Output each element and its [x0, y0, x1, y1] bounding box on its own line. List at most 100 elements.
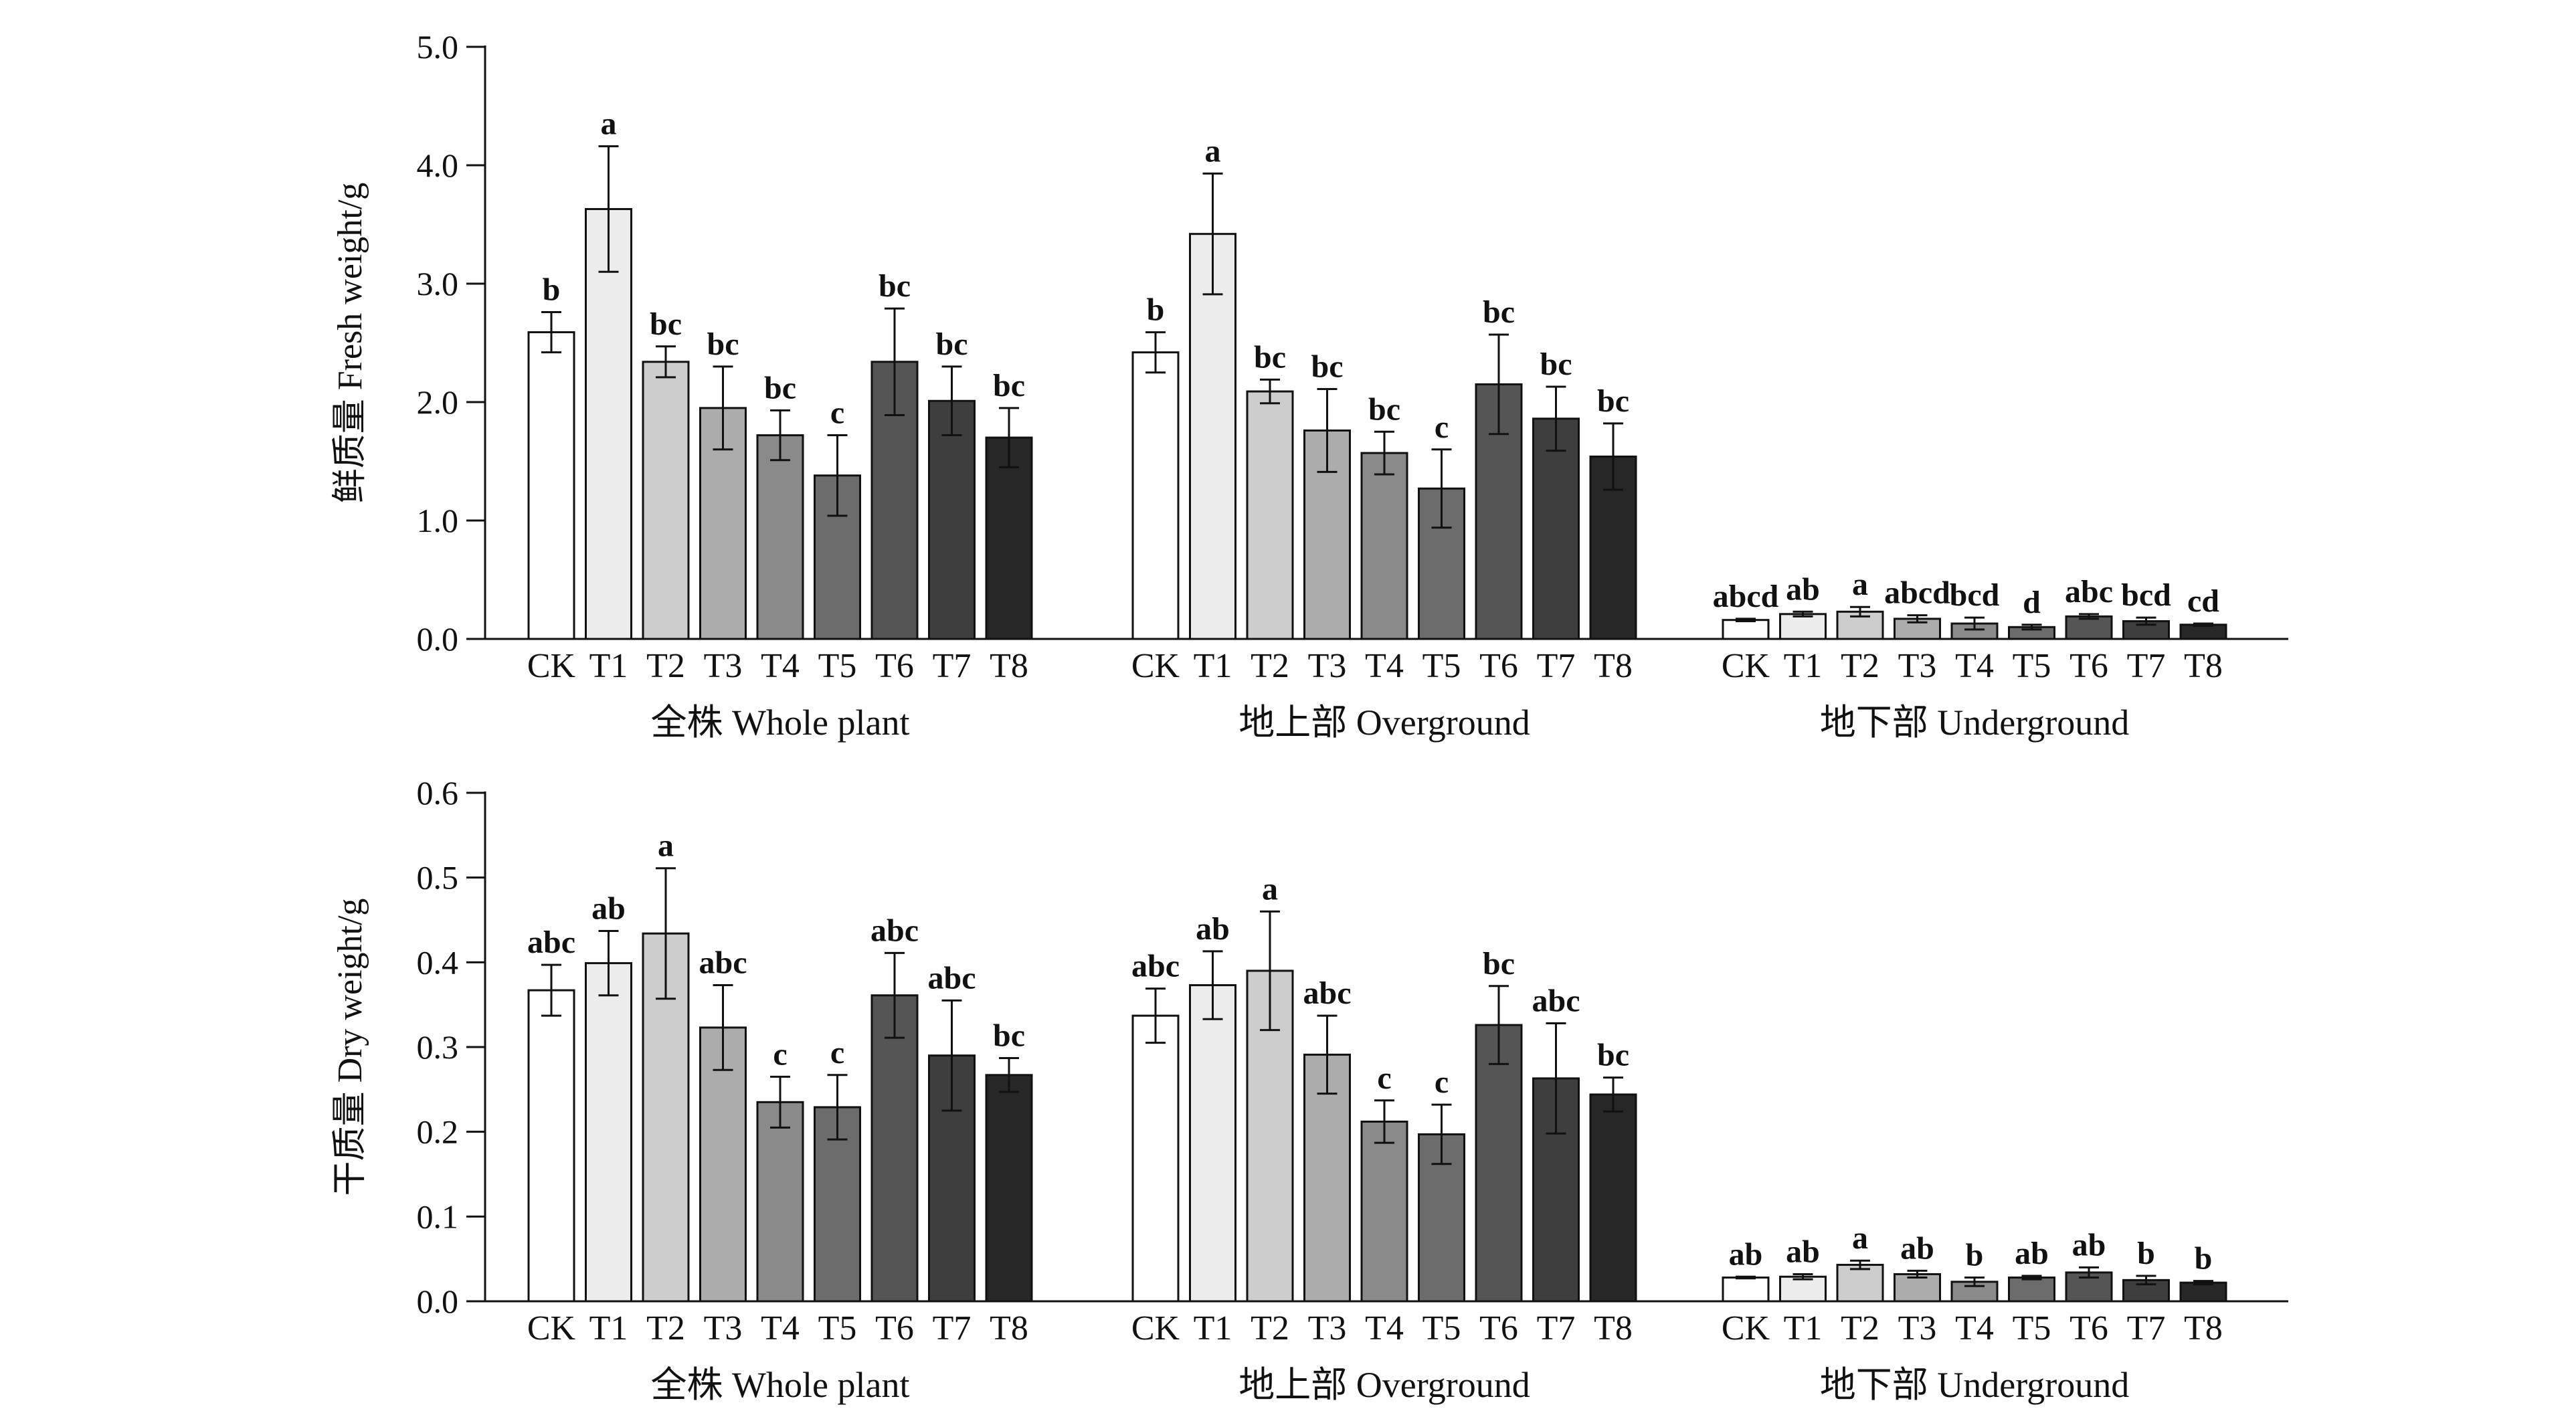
- category-tick-label: T5: [1422, 1309, 1461, 1347]
- category-tick-label: T4: [1365, 647, 1404, 685]
- y-tick-label: 0.1: [417, 1198, 459, 1235]
- category-tick-label: T1: [1784, 647, 1823, 685]
- significance-label: b: [2137, 1236, 2155, 1271]
- category-tick-label: T5: [818, 647, 857, 685]
- category-tick-label: T4: [1955, 1309, 1994, 1347]
- category-tick-label: T2: [646, 1309, 685, 1347]
- significance-label: abc: [870, 913, 919, 948]
- significance-label: ab: [2015, 1236, 2049, 1271]
- significance-label: bcd: [2121, 577, 2171, 613]
- category-tick-label: T6: [1479, 647, 1518, 685]
- significance-label: bc: [1311, 349, 1344, 385]
- y-tick-label: 5.0: [417, 28, 459, 66]
- significance-label: abc: [1532, 983, 1580, 1019]
- significance-label: c: [1435, 1064, 1449, 1100]
- bar: [2179, 1281, 2227, 1303]
- significance-label: ab: [591, 890, 626, 926]
- category-tick-label: CK: [1722, 647, 1770, 685]
- significance-label: abc: [1303, 975, 1352, 1011]
- significance-label: a: [1262, 871, 1278, 907]
- bar: [928, 399, 976, 640]
- category-tick-label: T3: [704, 1309, 743, 1347]
- y-tick-label: 0.0: [417, 1283, 459, 1320]
- category-tick-label: T2: [1841, 647, 1879, 685]
- category-tick-label: T6: [875, 1309, 914, 1347]
- category-tick-label: T1: [589, 1309, 628, 1347]
- category-tick-label: T3: [1898, 647, 1937, 685]
- category-tick-label: T3: [704, 647, 743, 685]
- y-tick-label: 1.0: [417, 502, 459, 539]
- y-tick-label: 2.0: [417, 383, 459, 421]
- y-tick-label: 4.0: [417, 147, 459, 184]
- bar: [1475, 1024, 1523, 1303]
- category-tick-label: T5: [1422, 647, 1461, 685]
- significance-label: bcd: [1950, 577, 2000, 613]
- category-tick-label: T5: [818, 1309, 857, 1347]
- bar: [642, 361, 690, 640]
- category-tick-label: T7: [933, 647, 972, 685]
- significance-label: bc: [1597, 1038, 1629, 1073]
- category-tick-label: T5: [2013, 1309, 2051, 1347]
- category-tick-label: T3: [1898, 1309, 1937, 1347]
- y-tick-label: 3.0: [417, 265, 459, 302]
- category-tick-label: T1: [1784, 1309, 1823, 1347]
- bar: [1246, 390, 1294, 640]
- significance-label: d: [2023, 585, 2041, 620]
- category-tick-label: T7: [1537, 647, 1576, 685]
- bar: [756, 1101, 804, 1303]
- category-tick-label: T6: [875, 647, 914, 685]
- significance-label: a: [1205, 133, 1221, 169]
- bar: [1131, 351, 1180, 640]
- significance-label: a: [1852, 1220, 1868, 1256]
- category-tick-label: CK: [1722, 1309, 1770, 1347]
- bar: [1836, 1264, 1884, 1303]
- significance-label: abcd: [1884, 575, 1950, 611]
- y-tick-label: 0.5: [417, 859, 459, 897]
- significance-label: cd: [2187, 583, 2219, 619]
- significance-label: c: [1377, 1060, 1391, 1096]
- significance-label: bc: [650, 306, 682, 342]
- significance-label: bc: [993, 1018, 1025, 1053]
- significance-label: bc: [1540, 347, 1572, 382]
- bar: [1360, 452, 1408, 640]
- category-tick-label: T8: [990, 1309, 1028, 1347]
- significance-label: ab: [1900, 1230, 1934, 1266]
- significance-label: b: [543, 272, 561, 307]
- category-tick-label: T1: [1194, 647, 1232, 685]
- category-tick-label: T7: [2127, 647, 2166, 685]
- bar: [1722, 1277, 1770, 1303]
- category-tick-label: T1: [1194, 1309, 1232, 1347]
- significance-label: a: [658, 828, 674, 864]
- group-label: 全株 Whole plant: [651, 702, 910, 743]
- bar: [1722, 619, 1770, 640]
- category-tick-label: T6: [2069, 647, 2108, 685]
- significance-label: bc: [1483, 294, 1515, 330]
- category-tick-label: T2: [1841, 1309, 1879, 1347]
- significance-label: abc: [699, 945, 747, 981]
- bar: [585, 962, 632, 1303]
- significance-label: bc: [1254, 339, 1286, 375]
- bar: [985, 436, 1033, 640]
- y-axis-label: 鲜质量 Fresh weight/g: [331, 183, 369, 504]
- category-tick-label: CK: [527, 647, 576, 685]
- y-tick-label: 0.2: [417, 1113, 459, 1151]
- y-axis-label: 干质量 Dry weight/g: [331, 899, 369, 1196]
- significance-label: c: [830, 395, 844, 431]
- y-tick-label: 0.0: [417, 620, 459, 658]
- significance-label: ab: [1786, 1234, 1820, 1269]
- significance-label: b: [1147, 292, 1165, 328]
- group-label: 全株 Whole plant: [651, 1365, 910, 1405]
- category-tick-label: T8: [2184, 647, 2223, 685]
- significance-label: abc: [928, 960, 976, 996]
- y-tick-label: 0.3: [417, 1028, 459, 1066]
- significance-label: b: [2195, 1241, 2213, 1277]
- category-tick-label: T7: [2127, 1309, 2166, 1347]
- category-tick-label: T8: [1594, 647, 1633, 685]
- category-tick-label: T2: [1251, 1309, 1289, 1347]
- bar: [1131, 1014, 1180, 1303]
- bar: [1779, 613, 1827, 640]
- category-tick-label: T3: [1308, 1309, 1347, 1347]
- significance-label: ab: [1786, 571, 1820, 607]
- category-tick-label: T1: [589, 647, 628, 685]
